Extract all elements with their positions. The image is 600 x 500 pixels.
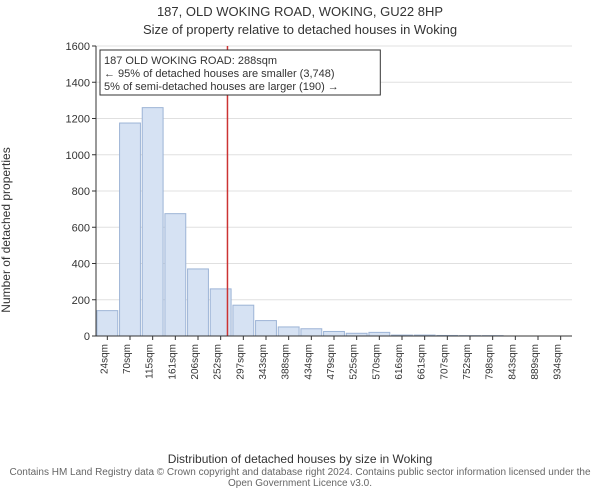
svg-text:343sqm: 343sqm xyxy=(258,344,269,380)
svg-text:388sqm: 388sqm xyxy=(281,344,292,380)
svg-text:400: 400 xyxy=(72,259,90,271)
histogram-plot: 0 200 400 600 800 1000 1200 1400 1600 24sqm 70sqm… xyxy=(58,40,578,390)
x-axis-label: Distribution of detached houses by size … xyxy=(0,452,600,466)
svg-text:1600: 1600 xyxy=(66,41,90,53)
footer-attribution: Contains HM Land Registry data © Crown c… xyxy=(0,467,600,489)
svg-text:70sqm: 70sqm xyxy=(122,344,133,374)
chart-container: 187, OLD WOKING ROAD, WOKING, GU22 8HP S… xyxy=(0,0,600,500)
bar xyxy=(188,269,209,336)
bar xyxy=(256,321,277,336)
svg-text:800: 800 xyxy=(72,186,90,198)
bar xyxy=(233,305,254,336)
annotation-box: 187 OLD WOKING ROAD: 288sqm← 95% of deta… xyxy=(100,50,380,95)
svg-text:5% of semi-detached houses are: 5% of semi-detached houses are larger (1… xyxy=(104,81,339,93)
svg-text:252sqm: 252sqm xyxy=(213,344,224,380)
svg-text:0: 0 xyxy=(84,331,90,343)
svg-text:24sqm: 24sqm xyxy=(99,344,110,374)
svg-text:187 OLD WOKING ROAD: 288sqm: 187 OLD WOKING ROAD: 288sqm xyxy=(104,55,277,67)
svg-text:← 95% of detached houses are s: ← 95% of detached houses are smaller (3,… xyxy=(104,68,335,80)
bar xyxy=(120,123,141,336)
svg-text:206sqm: 206sqm xyxy=(190,344,201,380)
svg-text:889sqm: 889sqm xyxy=(530,344,541,380)
svg-text:200: 200 xyxy=(72,295,90,307)
x-axis: 24sqm 70sqm 115sqm 161sqm 206sqm 252sqm 297sqm… xyxy=(96,336,572,380)
svg-text:161sqm: 161sqm xyxy=(167,344,178,380)
svg-text:843sqm: 843sqm xyxy=(507,344,518,380)
y-axis: 0 200 400 600 800 1000 1200 1400 1600 xyxy=(66,41,96,343)
chart-title-subtitle: Size of property relative to detached ho… xyxy=(0,22,600,37)
svg-text:707sqm: 707sqm xyxy=(439,344,450,380)
svg-text:479sqm: 479sqm xyxy=(326,344,337,380)
svg-text:600: 600 xyxy=(72,222,90,234)
svg-text:115sqm: 115sqm xyxy=(145,344,156,379)
svg-text:752sqm: 752sqm xyxy=(462,344,473,380)
bar xyxy=(142,108,163,336)
svg-text:616sqm: 616sqm xyxy=(394,344,405,380)
svg-text:434sqm: 434sqm xyxy=(303,344,314,380)
svg-text:570sqm: 570sqm xyxy=(371,344,382,380)
svg-text:661sqm: 661sqm xyxy=(417,344,428,380)
chart-title-address: 187, OLD WOKING ROAD, WOKING, GU22 8HP xyxy=(0,4,600,19)
bars-group xyxy=(97,108,503,336)
svg-text:934sqm: 934sqm xyxy=(553,344,564,380)
bar xyxy=(165,214,186,336)
svg-text:1000: 1000 xyxy=(66,150,90,162)
bar xyxy=(324,331,345,336)
svg-text:1200: 1200 xyxy=(66,114,90,126)
svg-text:525sqm: 525sqm xyxy=(349,344,360,380)
svg-text:1400: 1400 xyxy=(66,77,90,89)
svg-text:297sqm: 297sqm xyxy=(235,344,246,380)
bar xyxy=(369,332,390,336)
bar xyxy=(278,327,299,336)
bar xyxy=(301,329,322,336)
svg-text:798sqm: 798sqm xyxy=(485,344,496,380)
bar xyxy=(97,311,118,336)
